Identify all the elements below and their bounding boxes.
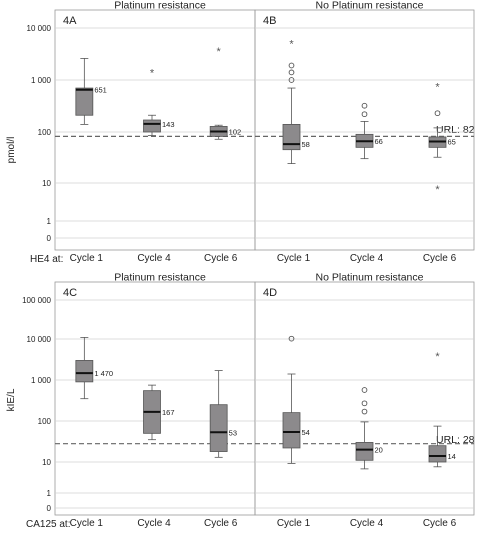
outlier-4b-1-0 — [361, 111, 368, 118]
outlier-4b-2-0 — [434, 110, 441, 117]
y-tick-label-4a-1: 1 000 — [31, 76, 52, 85]
extreme-4b-2-1: * — [435, 184, 440, 196]
x-category-4c-1: Cycle 4 — [137, 518, 171, 529]
outlier-4b-0-1 — [288, 69, 295, 76]
extreme-4b-0-0: * — [289, 39, 294, 51]
panel-id-4d: 4D — [263, 287, 277, 299]
median-label-4c-2: 53 — [229, 428, 237, 437]
outlier-4b-1-1 — [361, 102, 368, 109]
extreme-4b-2-0: * — [435, 81, 440, 93]
box-4b-0 — [282, 124, 301, 151]
outlier-4d-1-1 — [361, 400, 368, 407]
median-label-4c-0: 1 470 — [94, 369, 113, 378]
x-category-4a-0: Cycle 1 — [70, 253, 104, 264]
median-label-4b-0: 58 — [302, 140, 310, 149]
panel-title-4c: Platinum resistance — [114, 272, 206, 284]
y-tick-label-4c-1: 10 000 — [27, 335, 52, 344]
box-4c-0 — [75, 360, 94, 383]
y-tick-label-4a-4: 1 — [47, 217, 52, 226]
panel-id-4a: 4A — [63, 15, 77, 27]
box-4a-0 — [75, 87, 94, 116]
median-label-4d-1: 20 — [375, 446, 383, 455]
y-tick-label-4a-3: 10 — [42, 179, 51, 188]
y-tick-label-4a-5: 0 — [47, 234, 52, 243]
y-tick-label-4c-0: 100 000 — [22, 296, 51, 305]
x-category-4d-1: Cycle 4 — [350, 518, 384, 529]
outlier-4b-0-0 — [288, 77, 295, 83]
median-label-4c-1: 167 — [162, 408, 175, 417]
x-category-4b-1: Cycle 4 — [350, 253, 384, 264]
panel-id-4c: 4C — [63, 287, 77, 299]
top-y-axis-label: pmol/l — [6, 137, 17, 164]
outlier-4d-1-2 — [361, 387, 368, 393]
box-4a-1 — [143, 119, 161, 133]
median-label-4d-2: 14 — [448, 452, 456, 461]
median-label-4d-0: 54 — [302, 428, 310, 437]
panel-title-4a: Platinum resistance — [114, 0, 206, 12]
y-tick-label-4a-0: 10 000 — [27, 24, 52, 33]
median-label-4a-1: 143 — [162, 120, 175, 129]
panel-frame-4d — [254, 281, 475, 516]
panel-title-4d: No Platinum resistance — [316, 272, 424, 284]
x-category-4d-2: Cycle 6 — [423, 518, 457, 529]
x-category-4a-2: Cycle 6 — [204, 253, 238, 264]
box-4c-2 — [209, 404, 228, 452]
y-tick-label-4c-4: 10 — [42, 458, 51, 467]
panel-title-4b: No Platinum resistance — [316, 0, 424, 12]
extreme-4a-2-0: * — [217, 46, 222, 58]
y-tick-label-4c-5: 1 — [47, 489, 52, 498]
extreme-4d-2-0: * — [435, 351, 440, 363]
y-tick-label-4c-3: 100 — [38, 417, 52, 426]
top-row-prefix: HE4 at: — [30, 254, 63, 265]
x-category-4b-2: Cycle 6 — [423, 253, 457, 264]
median-label-4a-2: 102 — [229, 128, 242, 137]
bottom-reference-label: URL: 28 — [436, 434, 475, 446]
top-reference-label: URL: 82 — [436, 124, 475, 136]
bottom-y-axis-label: kIE/L — [6, 388, 17, 411]
panel-id-4b: 4B — [263, 15, 276, 27]
x-category-4a-1: Cycle 4 — [137, 253, 171, 264]
x-category-4c-0: Cycle 1 — [70, 518, 104, 529]
box-4d-0 — [282, 412, 301, 449]
y-tick-label-4a-2: 100 — [38, 128, 52, 137]
outlier-4d-1-0 — [361, 408, 368, 415]
median-label-4b-2: 65 — [448, 138, 456, 147]
x-category-4c-2: Cycle 6 — [204, 518, 238, 529]
median-label-4b-1: 66 — [375, 137, 383, 146]
x-category-4d-0: Cycle 1 — [277, 518, 311, 529]
y-tick-label-4c-2: 1 000 — [31, 376, 52, 385]
box-4d-2 — [428, 445, 447, 463]
x-category-4b-0: Cycle 1 — [277, 253, 311, 264]
y-tick-label-4c-6: 0 — [47, 504, 52, 513]
outlier-4b-0-2 — [288, 62, 295, 69]
box-4d-1 — [355, 442, 374, 461]
bottom-row-prefix: CA125 at: — [26, 519, 70, 530]
extreme-4a-1-0: * — [150, 67, 155, 79]
median-label-4a-0: 651 — [94, 86, 107, 95]
panel-frame-4b — [254, 9, 475, 251]
outlier-4d-0-0 — [288, 335, 295, 342]
